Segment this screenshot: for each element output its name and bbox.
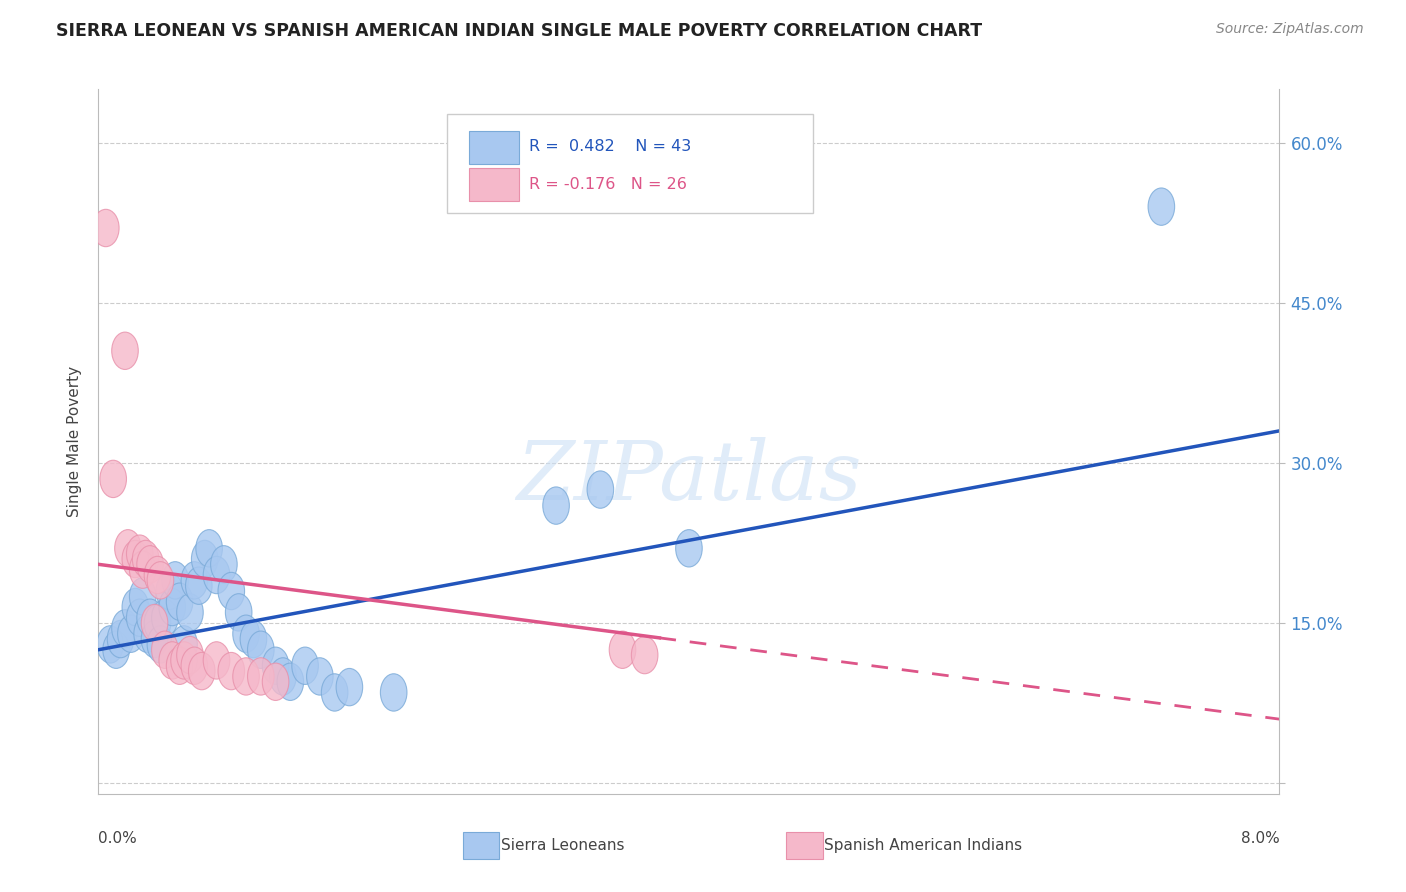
Text: ZIPatlas: ZIPatlas	[516, 437, 862, 516]
FancyBboxPatch shape	[470, 168, 519, 202]
Y-axis label: Single Male Poverty: Single Male Poverty	[67, 366, 83, 517]
Text: R = -0.176   N = 26: R = -0.176 N = 26	[530, 177, 688, 192]
Text: R =  0.482    N = 43: R = 0.482 N = 43	[530, 139, 692, 154]
Ellipse shape	[118, 615, 145, 652]
Ellipse shape	[148, 562, 174, 599]
Ellipse shape	[307, 657, 333, 695]
Ellipse shape	[195, 530, 222, 567]
Ellipse shape	[588, 471, 613, 508]
Ellipse shape	[152, 599, 179, 636]
Ellipse shape	[170, 625, 197, 663]
Ellipse shape	[166, 583, 193, 620]
Text: SIERRA LEONEAN VS SPANISH AMERICAN INDIAN SINGLE MALE POVERTY CORRELATION CHART: SIERRA LEONEAN VS SPANISH AMERICAN INDIA…	[56, 22, 983, 40]
Ellipse shape	[191, 541, 218, 578]
Ellipse shape	[292, 647, 318, 684]
FancyBboxPatch shape	[447, 114, 813, 212]
Ellipse shape	[336, 668, 363, 706]
Ellipse shape	[136, 546, 163, 583]
Text: Sierra Leoneans: Sierra Leoneans	[501, 838, 624, 853]
Ellipse shape	[270, 657, 297, 695]
Ellipse shape	[152, 631, 179, 668]
Ellipse shape	[127, 535, 153, 573]
Ellipse shape	[97, 625, 124, 663]
Ellipse shape	[145, 605, 170, 641]
Ellipse shape	[134, 615, 160, 652]
Ellipse shape	[186, 567, 212, 605]
Ellipse shape	[170, 641, 197, 679]
Ellipse shape	[177, 636, 204, 673]
Text: 8.0%: 8.0%	[1240, 831, 1279, 847]
Ellipse shape	[247, 657, 274, 695]
Ellipse shape	[381, 673, 406, 711]
Ellipse shape	[115, 530, 141, 567]
Ellipse shape	[188, 652, 215, 690]
Ellipse shape	[156, 573, 183, 610]
Ellipse shape	[111, 332, 138, 369]
Ellipse shape	[181, 647, 208, 684]
Ellipse shape	[122, 589, 149, 625]
Ellipse shape	[263, 663, 288, 700]
Text: 0.0%: 0.0%	[98, 831, 138, 847]
Ellipse shape	[631, 636, 658, 673]
Ellipse shape	[111, 610, 138, 647]
Text: Source: ZipAtlas.com: Source: ZipAtlas.com	[1216, 22, 1364, 37]
Ellipse shape	[247, 631, 274, 668]
Ellipse shape	[127, 599, 153, 636]
Ellipse shape	[322, 673, 347, 711]
Ellipse shape	[211, 546, 238, 583]
Ellipse shape	[166, 647, 193, 684]
Ellipse shape	[107, 620, 134, 657]
Ellipse shape	[132, 541, 159, 578]
Ellipse shape	[103, 631, 129, 668]
Ellipse shape	[136, 599, 163, 636]
Ellipse shape	[609, 631, 636, 668]
Ellipse shape	[159, 589, 186, 625]
Ellipse shape	[204, 557, 229, 594]
FancyBboxPatch shape	[470, 131, 519, 164]
Ellipse shape	[141, 620, 167, 657]
Ellipse shape	[141, 605, 167, 641]
Ellipse shape	[225, 594, 252, 631]
Ellipse shape	[148, 625, 174, 663]
Ellipse shape	[177, 594, 204, 631]
Ellipse shape	[543, 487, 569, 524]
Ellipse shape	[240, 620, 267, 657]
Ellipse shape	[263, 647, 288, 684]
Ellipse shape	[162, 562, 188, 599]
Ellipse shape	[100, 460, 127, 498]
Ellipse shape	[1149, 188, 1174, 226]
Ellipse shape	[93, 210, 120, 247]
Ellipse shape	[159, 641, 186, 679]
Ellipse shape	[129, 578, 156, 615]
Ellipse shape	[204, 641, 229, 679]
Ellipse shape	[233, 615, 259, 652]
Ellipse shape	[277, 663, 304, 700]
Ellipse shape	[218, 573, 245, 610]
Ellipse shape	[129, 551, 156, 589]
Ellipse shape	[181, 562, 208, 599]
Ellipse shape	[218, 652, 245, 690]
Ellipse shape	[122, 541, 149, 578]
Text: Spanish American Indians: Spanish American Indians	[824, 838, 1022, 853]
Ellipse shape	[233, 657, 259, 695]
Ellipse shape	[145, 557, 170, 594]
Ellipse shape	[676, 530, 702, 567]
